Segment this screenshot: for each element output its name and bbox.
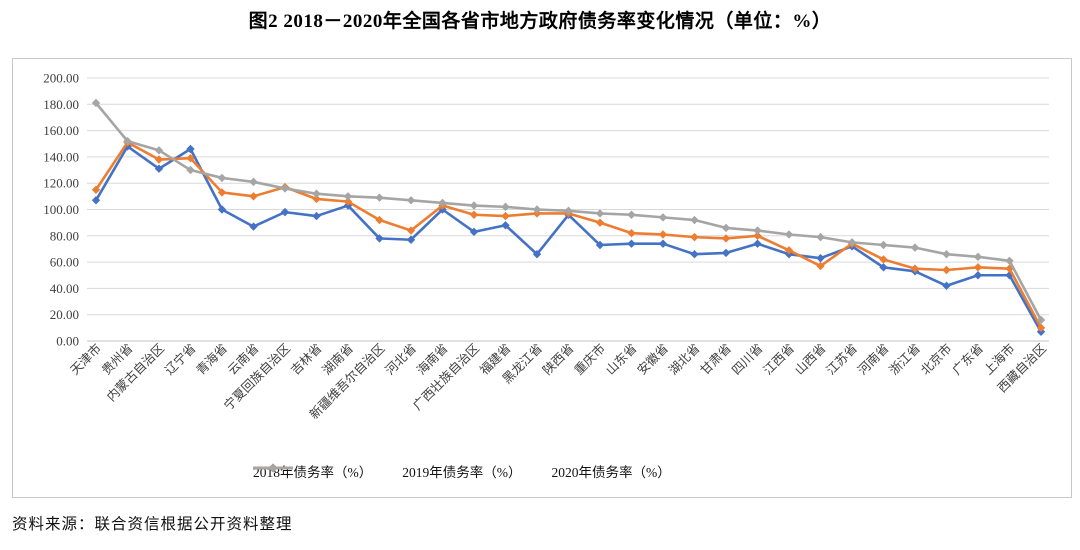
y-axis-label: 20.00 — [50, 307, 79, 322]
x-axis-label: 青海省 — [193, 341, 230, 378]
x-axis-label: 广东省 — [950, 341, 986, 377]
x-axis-label: 甘肃省 — [698, 341, 734, 377]
chart-legend: 2018年债务率（%） 2019年债务率（%） 2020年债务率（%） — [253, 462, 671, 480]
y-axis-label: 100.00 — [43, 202, 79, 217]
x-axis-label: 山西省 — [792, 341, 828, 377]
legend-label: 2020年债务率（%） — [551, 465, 671, 480]
x-axis-label: 浙江省 — [886, 341, 923, 378]
series-markers — [91, 98, 1046, 325]
legend-item: 2020年债务率（%） — [253, 461, 671, 481]
x-axis-label: 湖北省 — [665, 341, 702, 378]
legend-line-diamond-icon — [253, 463, 293, 473]
x-axis-label: 江苏省 — [823, 341, 860, 378]
y-axis-label: 120.00 — [43, 176, 79, 191]
x-axis-label: 江西省 — [761, 341, 797, 377]
legend-item: 2019年债务率（%） — [253, 461, 522, 481]
y-axis-label: 60.00 — [50, 255, 79, 270]
y-axis-label: 180.00 — [43, 97, 79, 112]
x-axis-label: 四川省 — [729, 341, 765, 377]
y-axis-label: 40.00 — [50, 281, 79, 296]
x-axis-label: 山东省 — [603, 341, 639, 377]
series-markers — [91, 138, 1046, 333]
x-axis-label: 安徽省 — [634, 341, 671, 378]
legend-label: 2019年债务率（%） — [402, 465, 522, 480]
series-line — [94, 141, 1043, 329]
x-axis-label: 陕西省 — [539, 341, 576, 378]
chart-container: 0.00 20.00 40.00 60.00 80.00 100.00 120.00 140.… — [12, 58, 1072, 498]
y-axis-label: 80.00 — [50, 228, 79, 243]
x-axis-label: 辽宁省 — [161, 341, 198, 378]
x-axis-label: 北京市 — [917, 341, 954, 378]
series-line — [94, 145, 1043, 333]
y-axis-label: 140.00 — [43, 149, 79, 164]
debt-ratio-line-chart: 0.00 20.00 40.00 60.00 80.00 100.00 120.00 140.… — [43, 71, 1049, 422]
y-axis-label: 200.00 — [43, 71, 79, 86]
x-axis-label: 重庆市 — [571, 341, 608, 378]
figure-title: 图2 2018－2020年全国各省市地方政府债务率变化情况（单位：%） — [248, 11, 832, 32]
x-axis-label: 河南省 — [854, 341, 891, 378]
y-axis-label: 160.00 — [43, 123, 79, 138]
y-axis-label: 0.00 — [56, 334, 79, 349]
x-axis-label: 吉林省 — [288, 341, 324, 377]
series-markers — [91, 142, 1046, 336]
source-note: 资料来源：联合资信根据公开资料整理 — [12, 516, 293, 533]
x-axis-label: 河北省 — [383, 341, 419, 377]
